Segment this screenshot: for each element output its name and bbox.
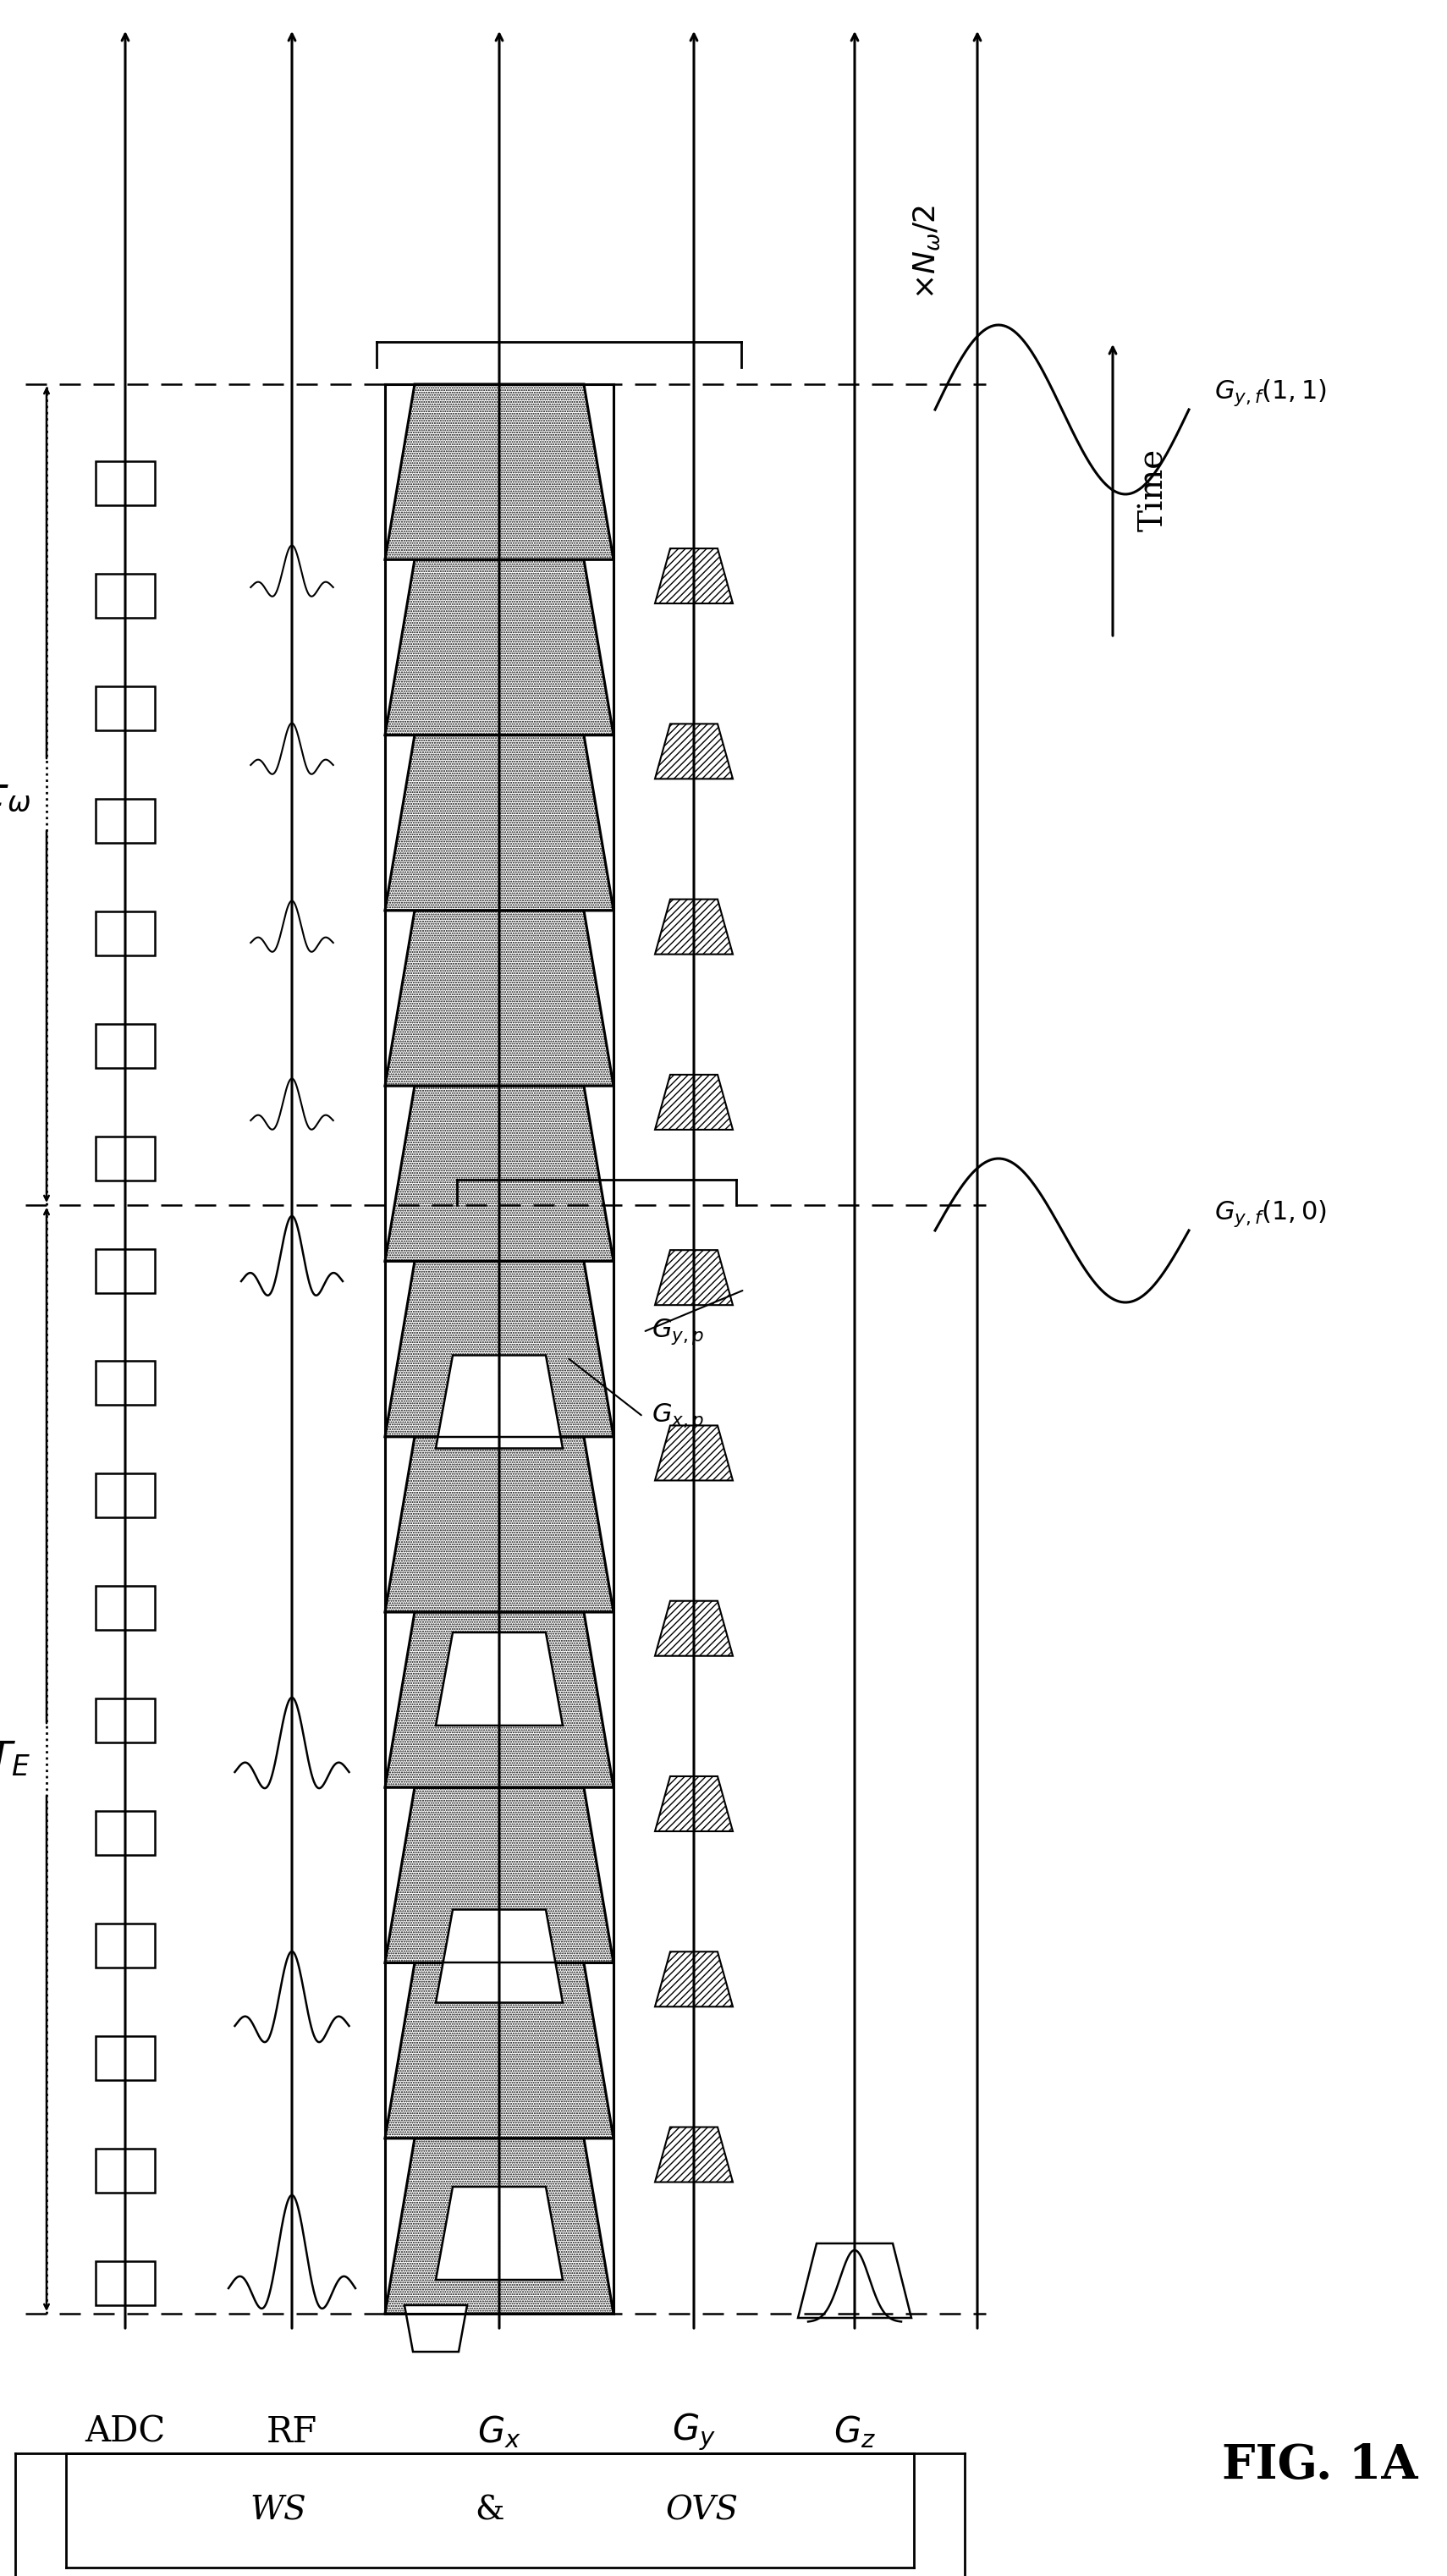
- Text: ADC: ADC: [85, 2414, 165, 2450]
- Text: OVS: OVS: [666, 2494, 738, 2527]
- Polygon shape: [655, 1777, 732, 1832]
- Polygon shape: [436, 1909, 563, 2002]
- Polygon shape: [385, 1788, 614, 1963]
- Text: &: &: [475, 2494, 505, 2527]
- Text: $T_E$: $T_E$: [0, 1741, 32, 1777]
- Polygon shape: [385, 1613, 614, 1788]
- Text: FIG. 1A: FIG. 1A: [1223, 2442, 1418, 2488]
- Bar: [96, 799, 155, 842]
- Text: $\times N_\omega/2$: $\times N_\omega/2$: [912, 206, 942, 299]
- Bar: [96, 1587, 155, 1631]
- Text: Time: Time: [1139, 448, 1169, 531]
- Polygon shape: [385, 1087, 614, 1262]
- Text: $G_{y,p}$: $G_{y,p}$: [651, 1316, 703, 1347]
- Bar: [96, 1360, 155, 1404]
- Polygon shape: [385, 1437, 614, 1613]
- Bar: [96, 2148, 155, 2192]
- Polygon shape: [385, 2138, 614, 2313]
- Bar: [96, 574, 155, 618]
- Bar: [96, 1136, 155, 1180]
- Bar: [96, 912, 155, 956]
- Polygon shape: [655, 1953, 732, 2007]
- Polygon shape: [655, 1074, 732, 1131]
- Polygon shape: [436, 1355, 563, 1448]
- Bar: [96, 1023, 155, 1066]
- Text: $G_y$: $G_y$: [671, 2411, 716, 2452]
- Polygon shape: [655, 899, 732, 953]
- Bar: [96, 2262, 155, 2306]
- Bar: [96, 1473, 155, 1517]
- Text: $\tau_\omega$: $\tau_\omega$: [0, 775, 32, 814]
- Text: $G_{x,p}$: $G_{x,p}$: [651, 1401, 703, 1432]
- Polygon shape: [655, 1600, 732, 1656]
- Text: $G_{y,f}(1,1)$: $G_{y,f}(1,1)$: [1214, 379, 1327, 407]
- Bar: [96, 2035, 155, 2081]
- Polygon shape: [405, 2306, 467, 2352]
- Bar: [96, 685, 155, 729]
- Text: $G_{y,f}(1,0)$: $G_{y,f}(1,0)$: [1214, 1198, 1327, 1229]
- Text: $G_z$: $G_z$: [833, 2414, 875, 2450]
- Polygon shape: [436, 2187, 563, 2280]
- Polygon shape: [655, 1249, 732, 1306]
- Text: RF: RF: [266, 2414, 317, 2450]
- Polygon shape: [385, 1963, 614, 2138]
- Polygon shape: [655, 1425, 732, 1481]
- Polygon shape: [385, 909, 614, 1087]
- Bar: [96, 1698, 155, 1744]
- Bar: [96, 461, 155, 505]
- Text: WS: WS: [250, 2494, 307, 2527]
- Text: $G_x$: $G_x$: [478, 2414, 521, 2450]
- Polygon shape: [797, 2244, 912, 2318]
- Polygon shape: [655, 2128, 732, 2182]
- Polygon shape: [385, 734, 614, 909]
- Polygon shape: [655, 549, 732, 603]
- Bar: [96, 1924, 155, 1968]
- Bar: [96, 1811, 155, 1855]
- Bar: [96, 1249, 155, 1293]
- Polygon shape: [385, 559, 614, 734]
- Polygon shape: [436, 1633, 563, 1726]
- Polygon shape: [385, 384, 614, 559]
- Polygon shape: [655, 724, 732, 778]
- Polygon shape: [385, 1262, 614, 1437]
